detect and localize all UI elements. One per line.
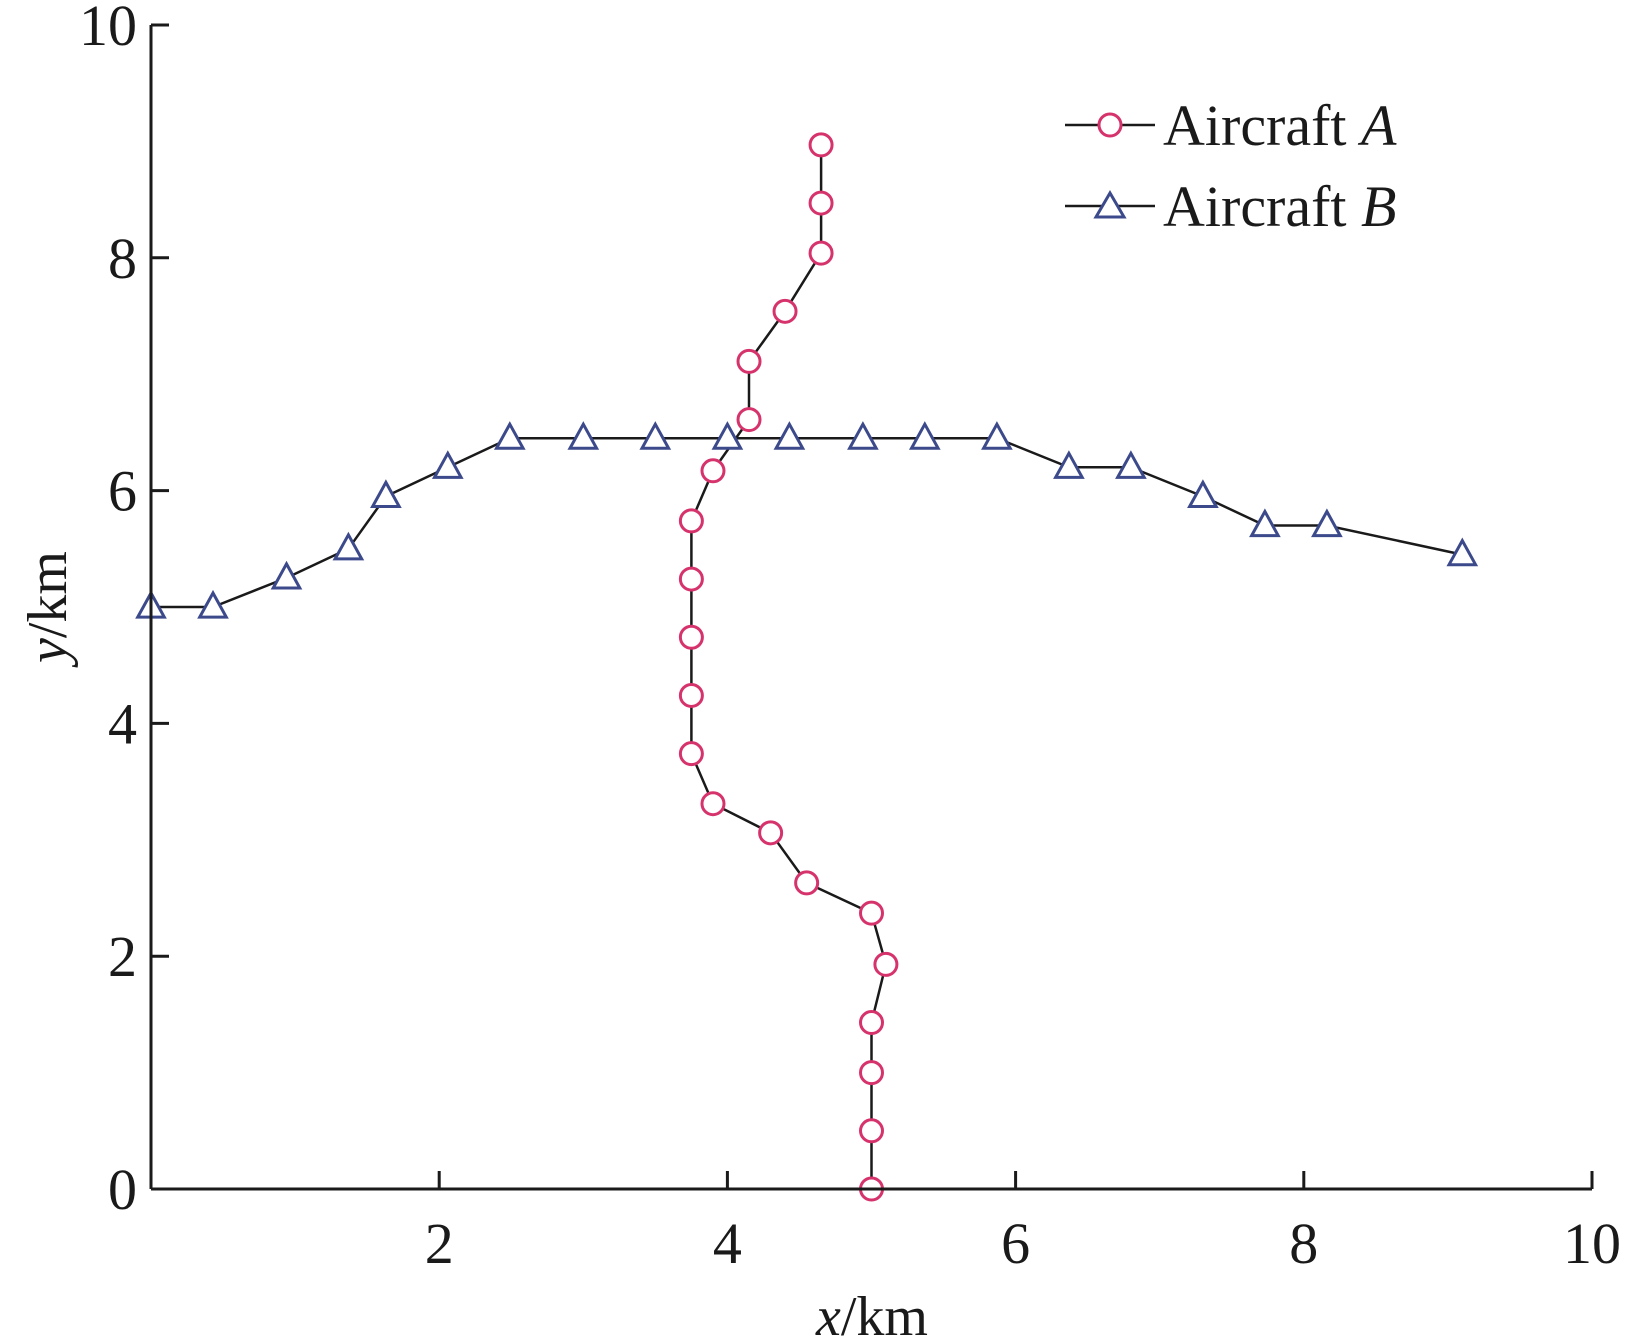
data-point-aircraft-a (808, 240, 834, 266)
x-tick-label: 2 (425, 1211, 454, 1276)
x-ticks: 2 4 6 8 10 (425, 1171, 1621, 1276)
data-point-aircraft-a (859, 900, 884, 926)
data-point-aircraft-b (332, 531, 365, 561)
data-point-aircraft-b (981, 421, 1013, 450)
data-point-aircraft-a (859, 1010, 884, 1036)
data-point-aircraft-a (678, 741, 704, 767)
data-point-aircraft-a (700, 791, 726, 817)
data-point-aircraft-b (197, 589, 229, 619)
data-point-aircraft-b (270, 560, 303, 590)
data-point-aircraft-b (1311, 508, 1343, 538)
data-point-aircraft-b (431, 450, 464, 479)
x-axis-label-unit: /km (841, 1286, 928, 1337)
y-ticks: 0 2 4 6 8 10 (79, 0, 169, 1222)
data-point-aircraft-a (859, 1060, 884, 1086)
data-point-aircraft-a (794, 870, 820, 896)
data-point-aircraft-b (773, 421, 806, 450)
data-point-aircraft-a (758, 820, 784, 846)
data-point-aircraft-b (1446, 537, 1479, 567)
legend-marker-circle (1097, 112, 1123, 138)
series-line-aircraft-b (151, 436, 1463, 609)
data-point-aircraft-b (711, 421, 744, 450)
y-tick-label: 8 (108, 226, 137, 291)
data-point-aircraft-b (639, 421, 672, 450)
plot-area (135, 132, 1479, 1202)
data-point-aircraft-a (873, 951, 899, 977)
y-axis-label-unit: /km (17, 551, 79, 638)
x-tick-label: 6 (1001, 1211, 1030, 1276)
legend: Aircraft A Aircraft B (1065, 93, 1397, 239)
x-tick-label: 8 (1289, 1211, 1318, 1276)
legend-label-aircraft-b-text: Aircraft (1163, 174, 1361, 239)
legend-label-aircraft-a-text: Aircraft (1163, 93, 1361, 158)
y-tick-label: 0 (108, 1157, 137, 1222)
data-point-aircraft-a (772, 298, 798, 324)
series-aircraft-a (678, 132, 899, 1202)
legend-label-aircraft-a-var: A (1357, 93, 1397, 158)
x-axis-label-var: x (815, 1286, 841, 1337)
y-tick-label: 6 (108, 459, 137, 524)
legend-label-aircraft-b: Aircraft B (1163, 174, 1396, 239)
data-point-aircraft-a (678, 508, 704, 534)
legend-item-aircraft-b: Aircraft B (1065, 174, 1396, 239)
y-tick-label: 10 (79, 0, 137, 58)
data-point-aircraft-a (678, 566, 704, 592)
data-point-aircraft-b (908, 421, 941, 450)
y-axis-label-var: y (17, 638, 79, 668)
data-point-aircraft-b (1249, 508, 1281, 538)
x-axis-label: x/km (815, 1286, 928, 1337)
series-aircraft-b (135, 421, 1479, 619)
data-point-aircraft-b (1115, 450, 1147, 479)
x-tick-label: 10 (1563, 1211, 1621, 1276)
data-point-aircraft-a (808, 132, 834, 158)
y-tick-label: 2 (108, 924, 137, 989)
data-point-aircraft-b (370, 479, 402, 508)
data-point-aircraft-a (678, 624, 704, 650)
y-tick-label: 4 (108, 691, 137, 756)
legend-item-aircraft-a: Aircraft A (1065, 93, 1397, 158)
data-point-aircraft-b (493, 421, 526, 450)
data-point-aircraft-a (700, 458, 726, 484)
legend-marker-triangle (1093, 190, 1127, 219)
data-point-aircraft-b (847, 421, 879, 450)
data-point-aircraft-b (1187, 479, 1219, 508)
data-point-aircraft-a (859, 1118, 884, 1144)
legend-label-aircraft-b-var: B (1361, 174, 1396, 239)
data-point-aircraft-a (736, 348, 762, 374)
data-point-aircraft-a (808, 190, 834, 216)
x-tick-label: 4 (713, 1211, 742, 1276)
data-point-aircraft-a (678, 682, 704, 708)
data-point-aircraft-b (1053, 450, 1085, 479)
data-point-aircraft-a (736, 407, 762, 433)
legend-label-aircraft-a: Aircraft A (1163, 93, 1397, 158)
data-point-aircraft-b (567, 421, 600, 450)
y-axis-label: y/km (17, 551, 79, 668)
